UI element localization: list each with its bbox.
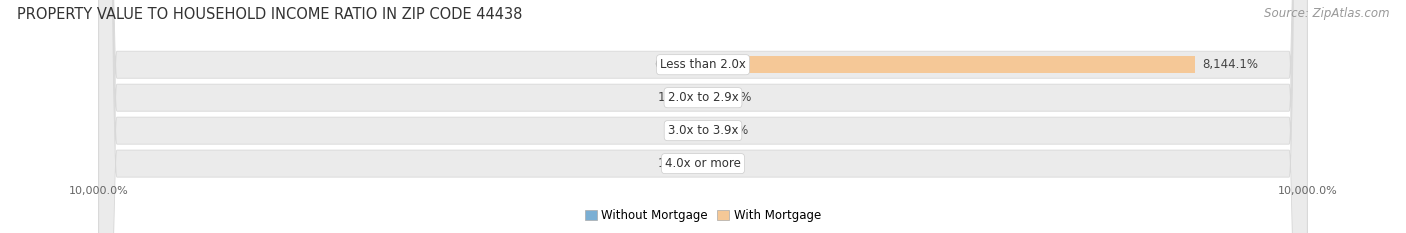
Legend: Without Mortgage, With Mortgage: Without Mortgage, With Mortgage <box>581 205 825 227</box>
FancyBboxPatch shape <box>98 0 1308 233</box>
FancyBboxPatch shape <box>98 0 1308 233</box>
Text: 8.8%: 8.8% <box>711 157 741 170</box>
Text: 10.2%: 10.2% <box>658 157 695 170</box>
FancyBboxPatch shape <box>98 0 1308 233</box>
Bar <box>703 89 707 106</box>
FancyBboxPatch shape <box>98 0 1308 233</box>
Text: 61.2%: 61.2% <box>714 91 751 104</box>
Text: 15.4%: 15.4% <box>711 124 748 137</box>
Bar <box>703 56 1195 73</box>
Bar <box>699 56 703 73</box>
Text: 13.0%: 13.0% <box>658 91 695 104</box>
Text: Less than 2.0x: Less than 2.0x <box>659 58 747 71</box>
Text: 64.7%: 64.7% <box>654 58 692 71</box>
Text: 9.5%: 9.5% <box>665 124 695 137</box>
Text: 3.0x to 3.9x: 3.0x to 3.9x <box>668 124 738 137</box>
Text: 4.0x or more: 4.0x or more <box>665 157 741 170</box>
Text: 2.0x to 2.9x: 2.0x to 2.9x <box>668 91 738 104</box>
Text: 8,144.1%: 8,144.1% <box>1202 58 1258 71</box>
Text: Source: ZipAtlas.com: Source: ZipAtlas.com <box>1264 7 1389 20</box>
Text: PROPERTY VALUE TO HOUSEHOLD INCOME RATIO IN ZIP CODE 44438: PROPERTY VALUE TO HOUSEHOLD INCOME RATIO… <box>17 7 522 22</box>
